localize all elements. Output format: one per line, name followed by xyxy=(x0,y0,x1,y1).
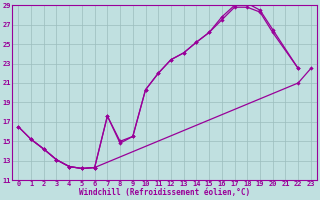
X-axis label: Windchill (Refroidissement éolien,°C): Windchill (Refroidissement éolien,°C) xyxy=(79,188,250,197)
